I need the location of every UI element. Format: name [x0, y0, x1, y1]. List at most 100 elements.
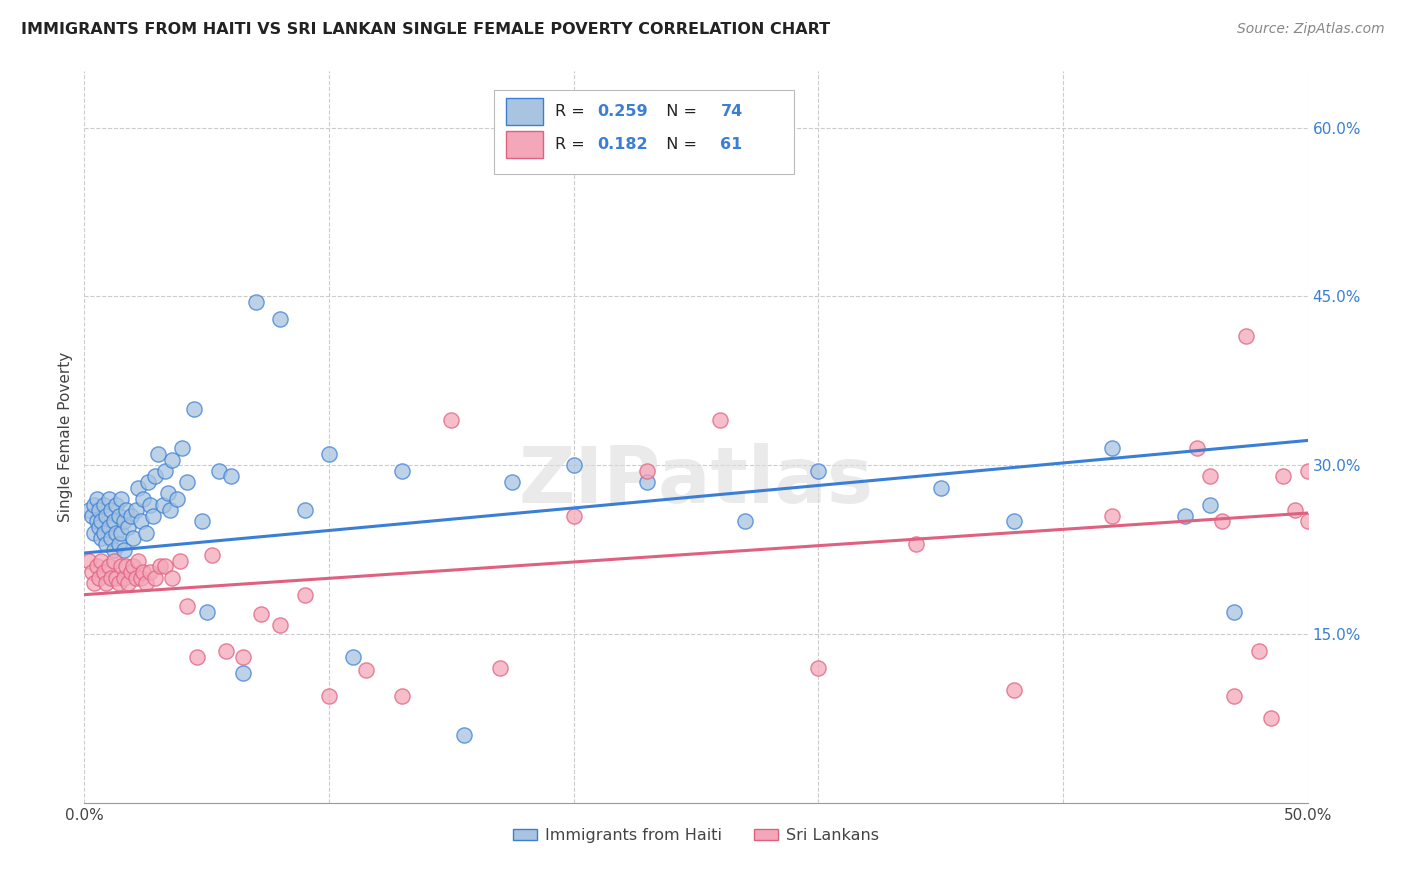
- Point: [86, 515, 108, 529]
- Point: [1101, 442, 1123, 456]
- Point: [1272, 469, 1295, 483]
- Point: [105, 498, 128, 512]
- Point: [1284, 503, 1306, 517]
- Point: [97, 491, 120, 506]
- Point: [502, 475, 524, 489]
- FancyBboxPatch shape: [494, 90, 794, 174]
- Point: [1247, 644, 1270, 658]
- Point: [97, 559, 120, 574]
- Point: [219, 469, 242, 483]
- Point: [87, 571, 110, 585]
- Text: R =: R =: [555, 104, 591, 120]
- Point: [354, 663, 377, 677]
- Point: [80, 508, 103, 523]
- Point: [103, 515, 125, 529]
- FancyBboxPatch shape: [506, 130, 543, 159]
- Point: [200, 548, 222, 562]
- Point: [146, 447, 169, 461]
- Text: R =: R =: [555, 137, 591, 152]
- Point: [83, 525, 105, 540]
- Text: 0.182: 0.182: [598, 137, 648, 152]
- Point: [562, 508, 585, 523]
- Point: [1002, 515, 1025, 529]
- Point: [294, 503, 316, 517]
- Point: [172, 442, 194, 456]
- Point: [183, 401, 205, 416]
- Point: [129, 571, 152, 585]
- Point: [107, 508, 129, 523]
- Point: [129, 515, 152, 529]
- Point: [342, 649, 364, 664]
- Point: [125, 503, 148, 517]
- Point: [391, 689, 413, 703]
- Point: [143, 469, 166, 483]
- Point: [127, 554, 149, 568]
- Point: [139, 498, 162, 512]
- Legend: Immigrants from Haiti, Sri Lankans: Immigrants from Haiti, Sri Lankans: [506, 822, 886, 850]
- Text: Source: ZipAtlas.com: Source: ZipAtlas.com: [1237, 22, 1385, 37]
- Point: [191, 515, 214, 529]
- Point: [215, 644, 238, 658]
- Point: [176, 599, 198, 613]
- Point: [77, 554, 100, 568]
- Point: [112, 542, 135, 557]
- Point: [107, 576, 129, 591]
- Point: [1187, 442, 1209, 456]
- Point: [132, 565, 155, 579]
- Point: [125, 571, 148, 585]
- Point: [120, 508, 142, 523]
- Point: [562, 458, 585, 473]
- Point: [152, 498, 174, 512]
- Point: [1260, 711, 1282, 725]
- Point: [1198, 498, 1220, 512]
- Point: [440, 413, 463, 427]
- Point: [453, 728, 475, 742]
- Point: [318, 689, 340, 703]
- Point: [100, 503, 122, 517]
- Point: [103, 542, 125, 557]
- Point: [1002, 683, 1025, 698]
- Point: [734, 515, 756, 529]
- Point: [107, 537, 129, 551]
- Point: [169, 554, 191, 568]
- Point: [162, 571, 184, 585]
- Point: [93, 498, 115, 512]
- Point: [100, 532, 122, 546]
- Point: [86, 491, 108, 506]
- Point: [83, 498, 105, 512]
- Point: [96, 576, 118, 591]
- Point: [1223, 605, 1246, 619]
- Point: [135, 525, 157, 540]
- Text: 74: 74: [720, 104, 742, 120]
- Point: [87, 503, 110, 517]
- Point: [117, 520, 139, 534]
- Point: [142, 508, 165, 523]
- Point: [132, 491, 155, 506]
- Point: [110, 559, 132, 574]
- Point: [1296, 464, 1319, 478]
- Point: [136, 475, 159, 489]
- Point: [112, 515, 135, 529]
- Point: [90, 515, 112, 529]
- Point: [83, 576, 105, 591]
- Point: [1296, 515, 1319, 529]
- Point: [93, 525, 115, 540]
- Point: [162, 452, 184, 467]
- Point: [153, 464, 176, 478]
- Point: [636, 464, 658, 478]
- Point: [166, 491, 188, 506]
- Point: [96, 508, 118, 523]
- Point: [709, 413, 731, 427]
- Point: [232, 666, 254, 681]
- Point: [195, 605, 218, 619]
- Point: [1198, 469, 1220, 483]
- Point: [176, 475, 198, 489]
- Point: [318, 447, 340, 461]
- Point: [636, 475, 658, 489]
- Point: [77, 503, 100, 517]
- Point: [105, 571, 128, 585]
- Point: [489, 661, 512, 675]
- Point: [1101, 508, 1123, 523]
- Point: [249, 607, 271, 621]
- FancyBboxPatch shape: [506, 98, 543, 126]
